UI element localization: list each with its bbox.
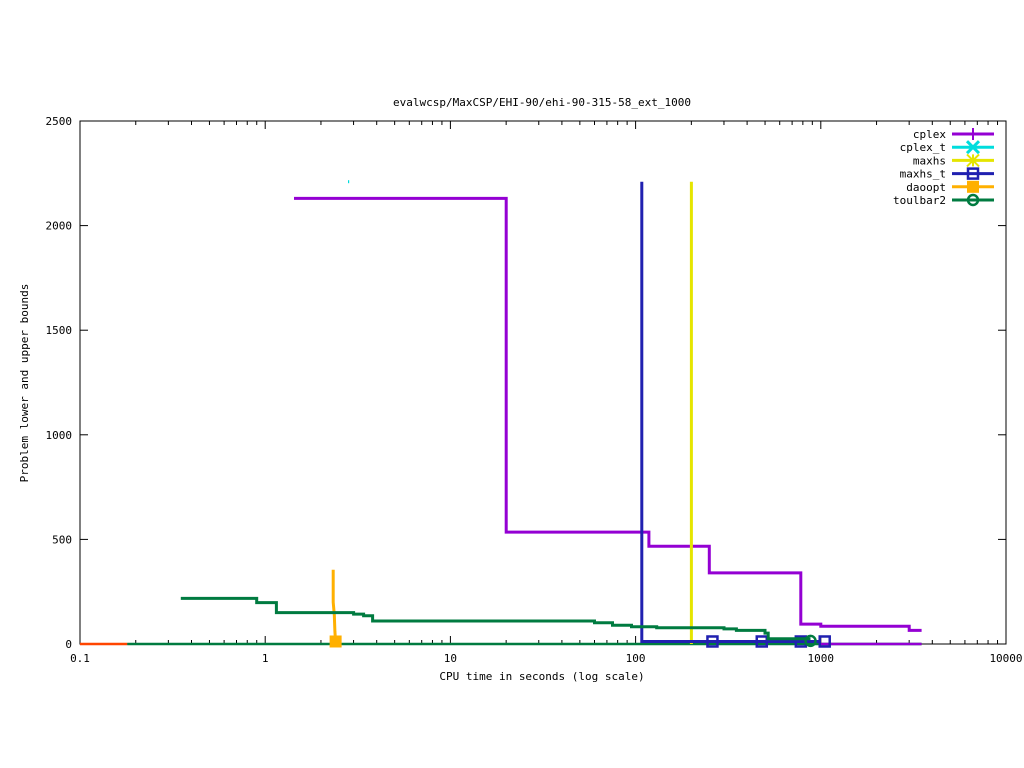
x-axis-label: CPU time in seconds (log scale) (439, 670, 644, 683)
series-daoopt (329, 569, 342, 648)
x-tick-label: 10000 (989, 652, 1022, 665)
y-tick-label: 1500 (46, 324, 73, 337)
axis-ticks: 0.1 1 10 100 1000 10000 0 500 1000 1500 2000 2500 (46, 115, 1023, 665)
chart-title: evalwcsp/MaxCSP/EHI-90/ehi-90-315-58_ext… (393, 96, 691, 109)
series-cplex (294, 196, 922, 632)
legend-item-maxhs: maxhs (913, 153, 994, 168)
legend-item-cplex-t: cplex_t (900, 140, 994, 155)
legend-marker (967, 128, 979, 140)
y-tick-label: 2000 (46, 220, 73, 233)
series-line (294, 196, 922, 632)
data-point-marker (804, 634, 817, 648)
legend-label: maxhs (913, 154, 946, 167)
legend-label: cplex (913, 128, 946, 141)
x-tick-label: 1 (262, 652, 269, 665)
series-line (180, 596, 811, 641)
series-maxhs-t (640, 181, 831, 648)
legend-item-toulbar2: toulbar2 (893, 193, 994, 207)
legend-marker (966, 167, 980, 180)
series-line (640, 181, 821, 643)
legend-label: toulbar2 (893, 194, 946, 207)
x-tick-label: 1000 (808, 652, 835, 665)
legend-label: daoopt (906, 181, 946, 194)
plot-frame (79, 120, 1007, 645)
legend-marker (965, 140, 981, 155)
y-axis-label: Problem lower and upper bounds (18, 284, 31, 483)
x-tick-label: 100 (626, 652, 646, 665)
data-point-marker (706, 635, 719, 648)
series-layer (80, 180, 922, 648)
legend-marker (967, 180, 979, 193)
series-toulbar2 (180, 596, 817, 648)
y-tick-label: 1000 (46, 429, 73, 442)
data-point-marker (329, 635, 342, 648)
x-tick-label: 10 (444, 652, 457, 665)
legend-item-daoopt: daoopt (906, 180, 994, 194)
series-line (331, 569, 338, 642)
legend-item-maxhs-t: maxhs_t (900, 167, 994, 181)
legend-item-cplex: cplex (913, 128, 994, 141)
data-point-marker (755, 635, 769, 648)
y-tick-label: 0 (65, 638, 72, 651)
data-point-marker (818, 635, 831, 648)
x-tick-label: 0.1 (70, 652, 90, 665)
legend-marker (966, 193, 980, 207)
legend-marker (966, 153, 980, 168)
legend-label: cplex_t (900, 141, 946, 154)
y-tick-label: 2500 (46, 115, 73, 128)
legend-label: maxhs_t (900, 168, 946, 181)
y-tick-label: 500 (52, 533, 72, 546)
